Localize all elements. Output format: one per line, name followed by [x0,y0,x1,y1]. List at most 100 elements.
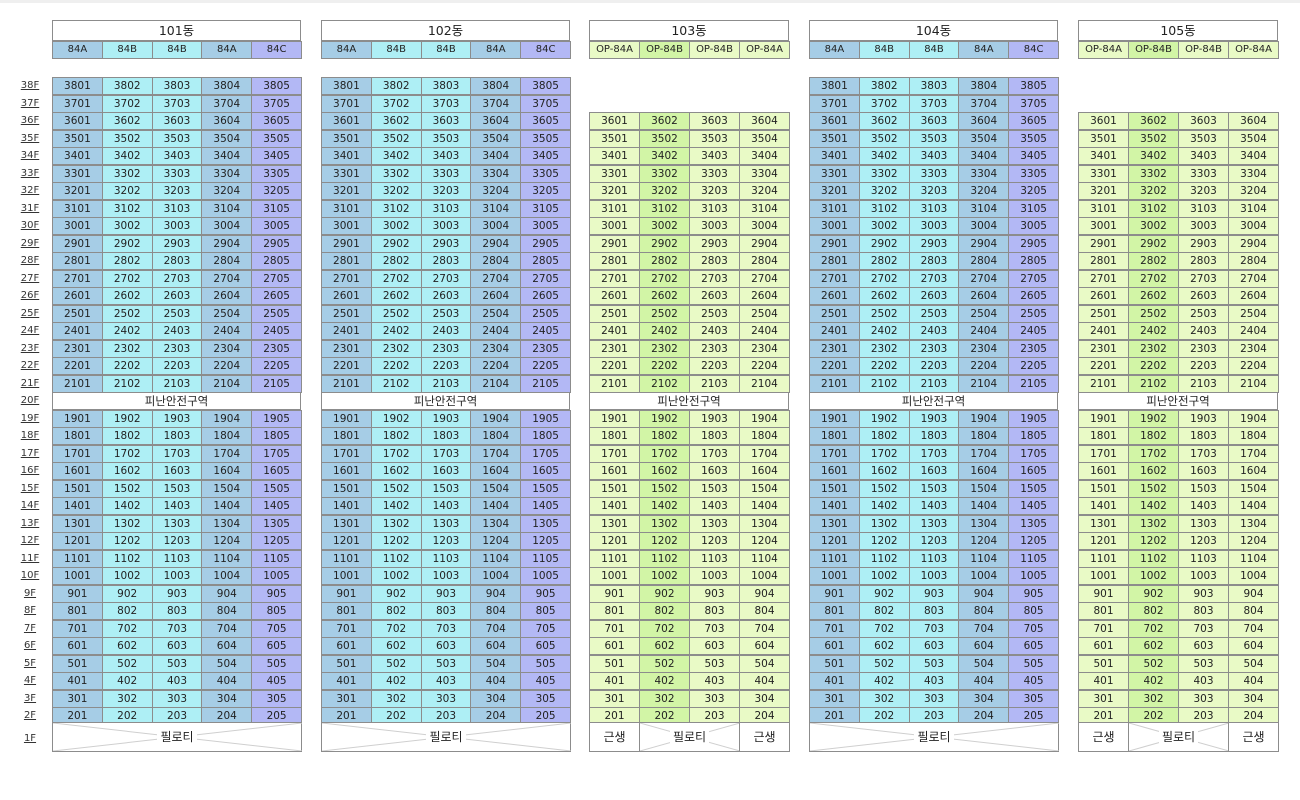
unit-cell[interactable]: 905 [251,584,302,603]
unit-cell[interactable]: 2303 [1178,339,1229,358]
unit-cell[interactable]: 1803 [689,427,740,445]
unit-cell[interactable]: 1905 [520,409,571,428]
unit-cell[interactable]: 304 [201,689,253,708]
unit-cell[interactable]: 2504 [958,304,1010,323]
unit-cell[interactable]: 3104 [201,199,253,218]
unit-cell[interactable]: 1504 [958,479,1010,498]
unit-cell[interactable]: 1802 [858,427,910,445]
unit-cell[interactable]: 3402 [858,147,910,165]
unit-cell[interactable]: 2604 [470,287,522,305]
unit-cell[interactable]: 1402 [639,497,690,515]
unit-cell[interactable]: 1601 [589,462,640,480]
unit-cell[interactable]: 1105 [520,549,571,568]
unit-cell[interactable]: 602 [101,637,153,655]
unit-cell[interactable]: 1902 [101,409,153,428]
unit-cell[interactable]: 402 [858,672,910,690]
unit-cell[interactable]: 1304 [958,514,1010,533]
unit-cell[interactable]: 1401 [809,497,860,515]
unit-cell[interactable]: 2801 [809,252,860,270]
unit-cell[interactable]: 3404 [470,147,522,165]
unit-cell[interactable]: 2804 [201,252,253,270]
unit-cell[interactable]: 305 [520,689,571,708]
unit-cell[interactable]: 604 [739,637,790,655]
unit-cell[interactable]: 1202 [858,532,910,550]
unit-cell[interactable]: 1903 [1178,409,1229,428]
unit-cell[interactable]: 903 [151,584,203,603]
unit-cell[interactable]: 1503 [1178,479,1229,498]
unit-cell[interactable]: 3403 [420,147,472,165]
unit-cell[interactable]: 2705 [520,269,571,288]
unit-cell[interactable]: 2704 [1228,269,1279,288]
unit-cell[interactable]: 2101 [1078,374,1129,393]
unit-cell[interactable]: 401 [52,672,103,690]
unit-cell[interactable]: 3604 [1228,112,1279,130]
unit-cell[interactable]: 2605 [1008,287,1059,305]
unit-cell[interactable]: 2801 [1078,252,1129,270]
unit-cell[interactable]: 3601 [52,112,103,130]
unit-cell[interactable]: 2503 [151,304,203,323]
unit-cell[interactable]: 602 [370,637,422,655]
unit-cell[interactable]: 501 [1078,654,1129,673]
unit-cell[interactable]: 1104 [958,549,1010,568]
unit-cell[interactable]: 3004 [201,217,253,235]
unit-cell[interactable]: 3801 [321,77,372,95]
unit-cell[interactable]: 2403 [689,322,740,340]
unit-cell[interactable]: 2703 [151,269,203,288]
unit-cell[interactable]: 3203 [1178,182,1229,200]
unit-cell[interactable]: 1704 [470,444,522,463]
unit-cell[interactable]: 1305 [251,514,302,533]
unit-cell[interactable]: 2701 [321,269,372,288]
unit-cell[interactable]: 2704 [470,269,522,288]
unit-cell[interactable]: 1303 [1178,514,1229,533]
unit-cell[interactable]: 2402 [370,322,422,340]
unit-cell[interactable]: 302 [370,689,422,708]
unit-cell[interactable]: 2103 [151,374,203,393]
unit-cell[interactable]: 1405 [1008,497,1059,515]
unit-cell[interactable]: 3704 [470,94,522,113]
unit-cell[interactable]: 804 [470,602,522,620]
unit-cell[interactable]: 1502 [1128,479,1179,498]
unit-cell[interactable]: 3104 [739,199,790,218]
unit-cell[interactable]: 3603 [908,112,960,130]
unit-cell[interactable]: 1703 [151,444,203,463]
unit-cell[interactable]: 3501 [809,129,860,148]
unit-cell[interactable]: 2701 [52,269,103,288]
unit-cell[interactable]: 1705 [251,444,302,463]
unit-cell[interactable]: 1801 [589,427,640,445]
unit-cell[interactable]: 303 [151,689,203,708]
unit-cell[interactable]: 2405 [251,322,302,340]
unit-cell[interactable]: 1901 [1078,409,1129,428]
unit-cell[interactable]: 3504 [470,129,522,148]
unit-cell[interactable]: 1902 [1128,409,1179,428]
unit-cell[interactable]: 2202 [639,357,690,375]
unit-cell[interactable]: 1604 [1228,462,1279,480]
unit-cell[interactable]: 1701 [1078,444,1129,463]
unit-cell[interactable]: 2301 [321,339,372,358]
unit-cell[interactable]: 503 [151,654,203,673]
unit-cell[interactable]: 3505 [520,129,571,148]
unit-cell[interactable]: 603 [908,637,960,655]
unit-cell[interactable]: 3805 [1008,77,1059,95]
unit-cell[interactable]: 3301 [809,164,860,183]
unit-cell[interactable]: 2902 [639,234,690,253]
unit-cell[interactable]: 804 [739,602,790,620]
unit-cell[interactable]: 605 [520,637,571,655]
unit-cell[interactable]: 702 [858,619,910,638]
unit-cell[interactable]: 1102 [101,549,153,568]
unit-cell[interactable]: 1004 [470,567,522,585]
unit-cell[interactable]: 1204 [739,532,790,550]
unit-cell[interactable]: 1404 [1228,497,1279,515]
unit-cell[interactable]: 2901 [589,234,640,253]
unit-cell[interactable]: 3103 [908,199,960,218]
unit-cell[interactable]: 2504 [470,304,522,323]
unit-cell[interactable]: 2104 [470,374,522,393]
unit-cell[interactable]: 1701 [809,444,860,463]
unit-cell[interactable]: 2204 [201,357,253,375]
unit-cell[interactable]: 902 [639,584,690,603]
unit-cell[interactable]: 3201 [809,182,860,200]
unit-cell[interactable]: 903 [908,584,960,603]
unit-cell[interactable]: 2203 [420,357,472,375]
unit-cell[interactable]: 2701 [1078,269,1129,288]
unit-cell[interactable]: 802 [101,602,153,620]
unit-cell[interactable]: 3305 [520,164,571,183]
